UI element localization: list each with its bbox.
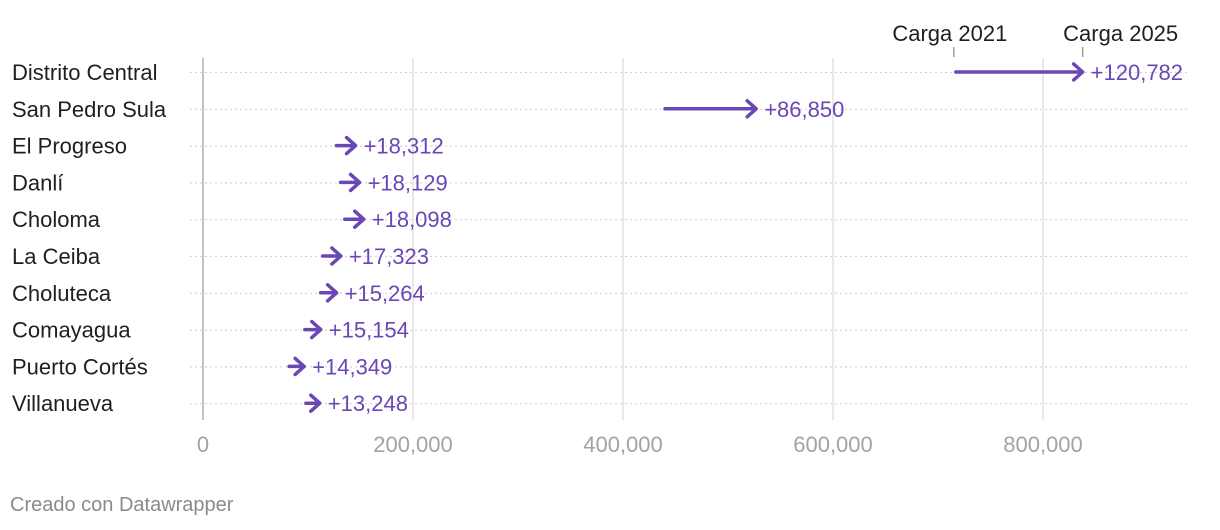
x-tick-label: 200,000: [373, 432, 453, 457]
row-label: Choluteca: [12, 281, 112, 306]
x-tick-label: 400,000: [583, 432, 663, 457]
change-label: +18,312: [364, 134, 444, 159]
arrow-head: [348, 172, 362, 193]
x-tick-label: 600,000: [793, 432, 873, 457]
arrow-head: [330, 246, 343, 266]
arrow-head: [325, 283, 339, 303]
row-label: San Pedro Sula: [12, 97, 167, 122]
arrow-head: [344, 135, 358, 156]
grid-layer: [202, 58, 1044, 420]
arrow: [338, 172, 362, 193]
arrow: [954, 62, 1085, 82]
tick-layer: 0 200,000 400,000 600,000 800,000: [197, 432, 1083, 457]
row-label: Distrito Central: [12, 60, 157, 85]
arrow: [318, 283, 339, 303]
arrow: [303, 319, 323, 340]
arrow: [334, 135, 358, 156]
arrow-head: [1071, 62, 1085, 82]
row-label: La Ceiba: [12, 244, 101, 269]
arrow: [304, 393, 322, 413]
change-label: +18,098: [372, 207, 452, 232]
arrow: [663, 99, 758, 119]
arrow: [320, 246, 343, 266]
arrow: [287, 356, 306, 377]
change-label: +14,349: [312, 354, 392, 379]
x-tick-label: 0: [197, 432, 209, 457]
credit-text: Creado con Datawrapper: [10, 494, 234, 516]
row-label: Danlí: [12, 170, 63, 195]
change-label: +18,129: [368, 170, 448, 195]
row-label: Villanueva: [12, 391, 114, 416]
row-label: Comayagua: [12, 318, 131, 343]
change-label: +120,782: [1091, 60, 1183, 85]
header-layer: Carga 2021 Carga 2025: [892, 21, 1178, 57]
row-label: El Progreso: [12, 134, 127, 159]
end-endpoint-label: Carga 2025: [1063, 21, 1178, 46]
start-endpoint-label: Carga 2021: [892, 21, 1007, 46]
arrow-head: [353, 209, 366, 229]
change-label: +15,264: [345, 281, 425, 306]
change-label: +17,323: [349, 244, 429, 269]
row-label: Choloma: [12, 207, 101, 232]
row-label: Puerto Cortés: [12, 354, 148, 379]
x-tick-label: 800,000: [1003, 432, 1083, 457]
change-label: +13,248: [328, 391, 408, 416]
arrow-head: [310, 319, 323, 340]
arrow: [343, 209, 366, 229]
label-layer: Distrito Central +120,782 San Pedro Sula +8…: [12, 60, 1183, 416]
change-label: +86,850: [764, 97, 844, 122]
arrow-head: [293, 356, 306, 377]
change-label: +15,154: [329, 318, 409, 343]
arrow-layer: [287, 62, 1085, 413]
arrow-head: [309, 393, 322, 413]
arrow-head: [745, 99, 758, 119]
